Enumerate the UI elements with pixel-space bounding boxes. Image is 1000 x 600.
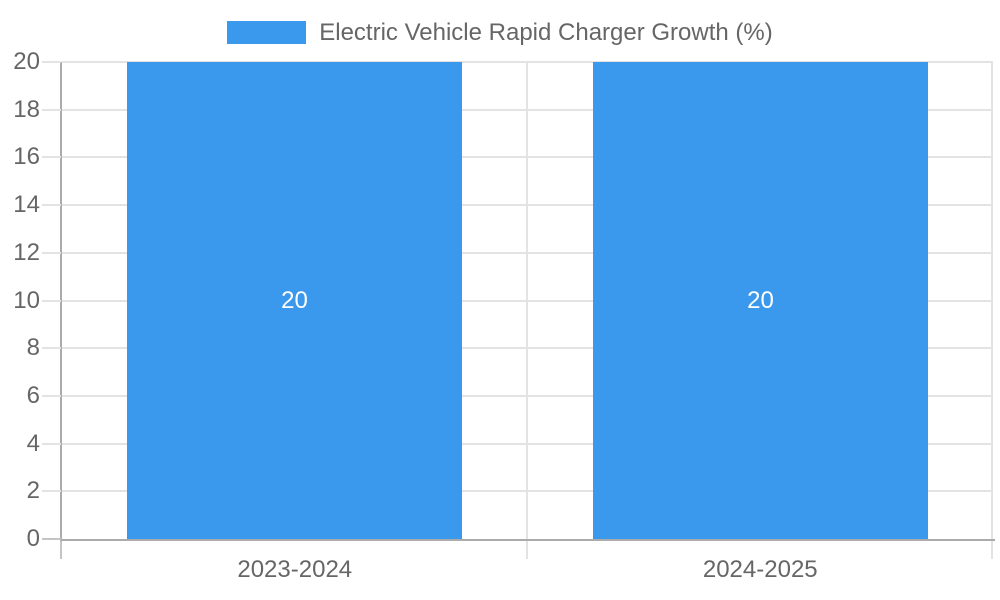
y-axis-tick-label: 14 — [13, 191, 40, 219]
y-axis-line — [60, 62, 62, 541]
y-axis-tick-label: 10 — [13, 286, 40, 314]
y-axis-tick-label: 8 — [26, 334, 40, 362]
y-axis-tick-label: 18 — [13, 95, 40, 123]
y-axis-tick-label: 6 — [26, 381, 40, 409]
x-axis-category-label: 2023-2024 — [237, 556, 353, 583]
y-axis-tick-mark — [42, 347, 61, 350]
legend-color-swatch-icon — [227, 21, 307, 44]
y-axis-tick-label: 0 — [26, 525, 40, 552]
y-axis-tick-label: 12 — [13, 238, 40, 266]
y-axis-tick-mark — [42, 490, 61, 493]
x-gridline — [526, 62, 528, 539]
x-axis-line — [60, 539, 995, 541]
plot-area: 20 20 — [62, 61, 993, 539]
y-axis-tick-mark — [42, 108, 61, 111]
y-axis-tick-mark — [42, 299, 61, 302]
y-axis-tick-mark — [42, 442, 61, 445]
x-axis-category-label: 2024-2025 — [702, 556, 818, 583]
y-axis-tick-mark — [42, 204, 61, 207]
x-axis-tick-mark — [60, 541, 62, 559]
y-axis-tick-label: 20 — [13, 48, 40, 75]
y-axis-tick-mark — [42, 538, 61, 540]
y-axis-tick-label: 16 — [13, 143, 40, 171]
legend-item[interactable]: Electric Vehicle Rapid Charger Growth (%… — [227, 19, 773, 47]
y-axis-tick-label: 4 — [26, 429, 40, 457]
bar-2023-2024[interactable] — [127, 62, 462, 539]
y-axis-tick-mark — [42, 156, 61, 159]
x-gridline — [991, 62, 993, 539]
x-axis-tick-mark — [526, 541, 528, 559]
legend-label: Electric Vehicle Rapid Charger Growth (%… — [319, 18, 773, 46]
legend: Electric Vehicle Rapid Charger Growth (%… — [0, 19, 1000, 46]
x-axis-tick-mark — [991, 541, 993, 559]
y-axis-tick-mark — [42, 251, 61, 254]
y-axis-tick-mark — [42, 61, 61, 63]
y-axis-tick-label: 2 — [26, 477, 40, 505]
bar-2024-2025[interactable] — [593, 62, 928, 539]
y-axis-tick-mark — [42, 394, 61, 397]
